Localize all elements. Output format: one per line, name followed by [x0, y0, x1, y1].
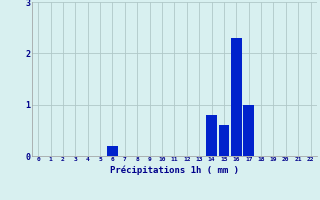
Bar: [107, 146, 118, 156]
Bar: [206, 115, 217, 156]
Bar: [244, 105, 254, 156]
Bar: [219, 125, 229, 156]
X-axis label: Précipitations 1h ( mm ): Précipitations 1h ( mm ): [110, 165, 239, 175]
Bar: [231, 38, 242, 156]
